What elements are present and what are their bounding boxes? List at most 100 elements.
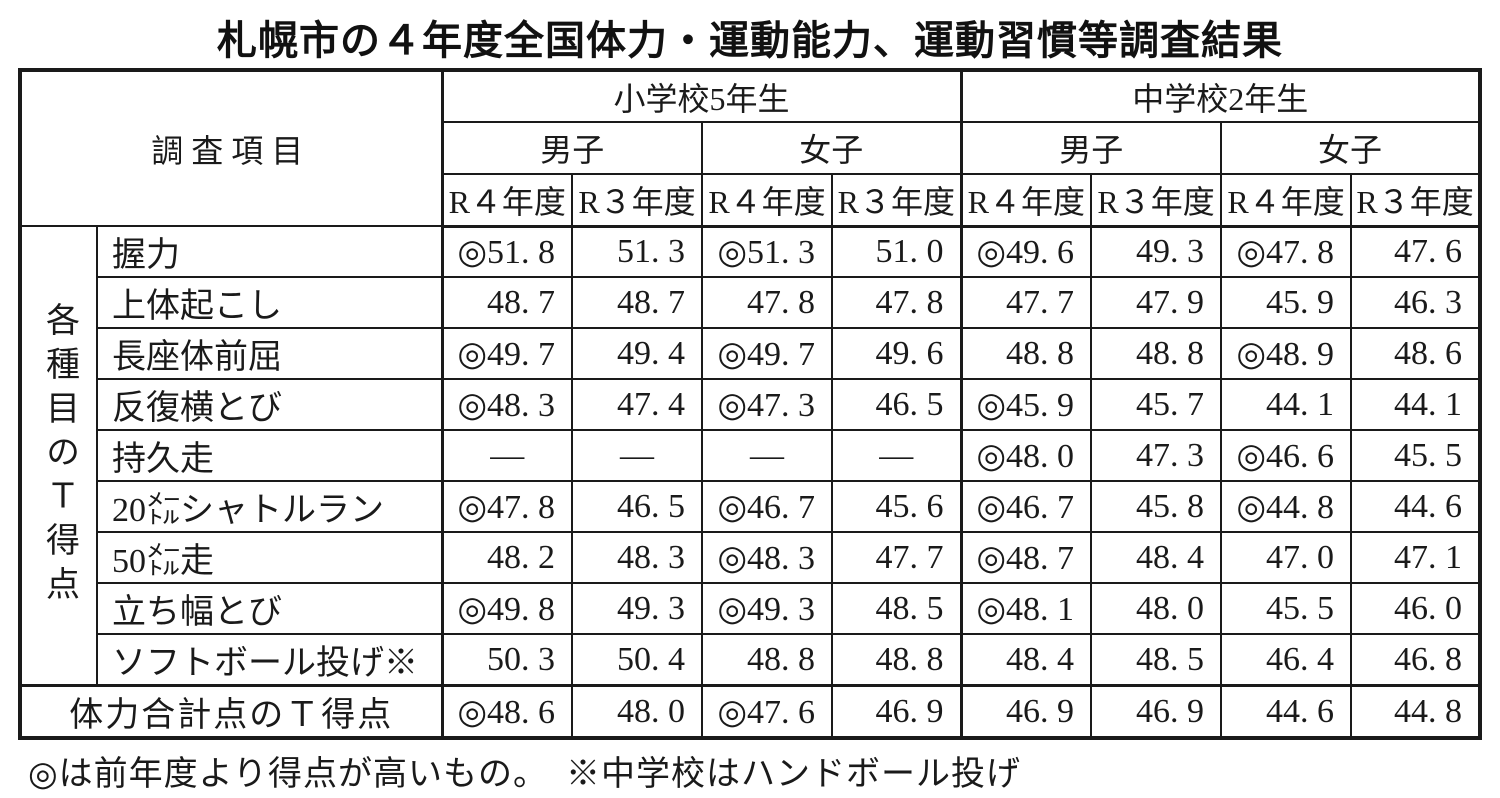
year-header: R３年度 bbox=[1090, 173, 1223, 228]
value-cell: 48. 4 bbox=[959, 633, 1093, 687]
value-cell: 45. 8 bbox=[1090, 480, 1223, 533]
value-cell: 47. 1 bbox=[1350, 531, 1482, 584]
page-title: 札幌市の４年度全国体力・運動能力、運動習慣等調査結果 bbox=[217, 19, 1283, 63]
total-row-label: 体力合計点のＴ得点 bbox=[18, 684, 444, 739]
value-cell: 48. 8 bbox=[959, 327, 1093, 380]
table-row: 反復横とび ◎48. 3 47. 4 ◎47. 3 46. 5 ◎45. 9 4… bbox=[20, 378, 1482, 431]
gender-header: 男子 bbox=[959, 121, 1223, 175]
value-cell: 46. 9 bbox=[831, 684, 963, 739]
value-cell: ◎47. 6 bbox=[701, 684, 834, 739]
value-cell: 48. 5 bbox=[1090, 633, 1223, 687]
value-cell: 48. 2 bbox=[440, 531, 574, 584]
value-cell: ◎51. 8 bbox=[440, 225, 574, 278]
value-cell: 48. 6 bbox=[1350, 327, 1482, 380]
value-cell: 51. 0 bbox=[831, 225, 963, 278]
value-cell: 51. 3 bbox=[571, 225, 704, 278]
value-cell: 46. 9 bbox=[959, 684, 1093, 739]
value-cell: 45. 5 bbox=[1350, 429, 1482, 482]
value-cell: ◎46. 7 bbox=[701, 480, 834, 533]
item-label: 握力 bbox=[95, 225, 444, 278]
value-cell: 47. 4 bbox=[571, 378, 704, 431]
value-cell: ― bbox=[571, 429, 704, 482]
header-row-years: R４年度 R３年度 R４年度 R３年度 R４年度 R３年度 R４年度 R３年度 bbox=[20, 173, 1482, 228]
survey-results-table: 調査項目 小学校5年生 中学校2年生 男子 女子 男子 女子 R４年度 R３年度… bbox=[18, 68, 1483, 740]
item-label: 長座体前屈 bbox=[95, 327, 444, 380]
value-cell: 48. 3 bbox=[571, 531, 704, 584]
value-cell: ◎44. 8 bbox=[1220, 480, 1353, 533]
value-cell: ◎46. 6 bbox=[1220, 429, 1353, 482]
value-cell: 47. 7 bbox=[959, 276, 1093, 329]
value-cell: 47. 8 bbox=[831, 276, 963, 329]
school-group-elementary: 小学校5年生 bbox=[440, 69, 963, 123]
value-cell: ◎48. 3 bbox=[701, 531, 834, 584]
value-cell: ◎48. 3 bbox=[440, 378, 574, 431]
value-cell: ◎47. 3 bbox=[701, 378, 834, 431]
value-cell: 46. 0 bbox=[1350, 582, 1482, 635]
year-header: R３年度 bbox=[831, 173, 963, 228]
value-cell: ◎48. 7 bbox=[959, 531, 1093, 584]
value-cell: 50. 4 bbox=[571, 633, 704, 687]
year-header: R４年度 bbox=[1220, 173, 1353, 228]
value-cell: ◎45. 9 bbox=[959, 378, 1093, 431]
value-cell: 48. 4 bbox=[1090, 531, 1223, 584]
value-cell: 49. 3 bbox=[1090, 225, 1223, 278]
value-cell: ◎46. 7 bbox=[959, 480, 1093, 533]
value-cell: 48. 8 bbox=[831, 633, 963, 687]
table-row: 各種目のＴ得点 握力 ◎51. 8 51. 3 ◎51. 3 51. 0 ◎49… bbox=[19, 225, 1482, 687]
value-cell: 49. 4 bbox=[571, 327, 704, 380]
item-label: 上体起こし bbox=[95, 276, 444, 329]
value-cell: ◎49. 3 bbox=[701, 582, 834, 635]
value-cell: 44. 1 bbox=[1220, 378, 1353, 431]
value-cell: ◎48. 6 bbox=[440, 684, 574, 739]
value-cell: 49. 3 bbox=[571, 582, 704, 635]
value-cell: 47. 6 bbox=[1350, 225, 1482, 278]
value-cell: 45. 9 bbox=[1220, 276, 1353, 329]
table-row: 長座体前屈 ◎49. 7 49. 4 ◎49. 7 49. 6 48. 8 48… bbox=[20, 327, 1482, 380]
value-cell: ◎48. 0 bbox=[959, 429, 1093, 482]
value-cell: 47. 8 bbox=[701, 276, 834, 329]
table-row: ソフトボール投げ※ 50. 3 50. 4 48. 8 48. 8 48. 4 … bbox=[20, 633, 1482, 687]
value-cell: 45. 7 bbox=[1090, 378, 1223, 431]
value-cell: ◎49. 7 bbox=[701, 327, 834, 380]
item-label: 50㍍走 bbox=[95, 531, 444, 584]
year-header: R４年度 bbox=[959, 173, 1093, 228]
value-cell: 45. 5 bbox=[1220, 582, 1353, 635]
item-label: 立ち幅とび bbox=[95, 582, 444, 635]
value-cell: 49. 6 bbox=[831, 327, 963, 380]
value-cell: ◎48. 1 bbox=[959, 582, 1093, 635]
value-cell: ― bbox=[440, 429, 574, 482]
value-cell: ◎47. 8 bbox=[1220, 225, 1353, 278]
value-cell: 46. 8 bbox=[1350, 633, 1482, 687]
item-group-label: 各種目のＴ得点 bbox=[19, 225, 98, 687]
value-cell: 44. 6 bbox=[1350, 480, 1482, 533]
value-cell: 48. 8 bbox=[701, 633, 834, 687]
header-row-schools: 調査項目 小学校5年生 中学校2年生 bbox=[18, 69, 1482, 227]
value-cell: ◎49. 8 bbox=[440, 582, 574, 635]
footnote: ◎は前年度より得点が高いもの。 ※中学校はハンドボール投げ bbox=[28, 756, 1021, 793]
value-cell: ― bbox=[701, 429, 834, 482]
year-header: R４年度 bbox=[701, 173, 834, 228]
value-cell: 48. 0 bbox=[571, 684, 704, 739]
value-cell: ◎49. 7 bbox=[440, 327, 574, 380]
value-cell: 44. 1 bbox=[1350, 378, 1482, 431]
value-cell: 46. 5 bbox=[571, 480, 704, 533]
item-label: 持久走 bbox=[95, 429, 444, 482]
item-label: ソフトボール投げ※ bbox=[95, 633, 444, 687]
value-cell: 48. 7 bbox=[571, 276, 704, 329]
item-label: 反復横とび bbox=[95, 378, 444, 431]
value-cell: 48. 7 bbox=[440, 276, 574, 329]
value-cell: 48. 5 bbox=[831, 582, 963, 635]
table-row: 上体起こし 48. 7 48. 7 47. 8 47. 8 47. 7 47. … bbox=[20, 276, 1482, 329]
value-cell: 46. 4 bbox=[1220, 633, 1353, 687]
value-cell: ◎48. 9 bbox=[1220, 327, 1353, 380]
table-row: 立ち幅とび ◎49. 8 49. 3 ◎49. 3 48. 5 ◎48. 1 4… bbox=[20, 582, 1482, 635]
corner-cell: 調査項目 bbox=[18, 69, 444, 227]
table-row: 50㍍走 48. 2 48. 3 ◎48. 3 47. 7 ◎48. 7 48.… bbox=[20, 531, 1482, 584]
value-cell: 50. 3 bbox=[440, 633, 574, 687]
value-cell: 47. 9 bbox=[1090, 276, 1223, 329]
value-cell: 47. 0 bbox=[1220, 531, 1353, 584]
year-header: R３年度 bbox=[571, 173, 704, 228]
value-cell: 44. 6 bbox=[1220, 684, 1353, 739]
value-cell: 47. 3 bbox=[1090, 429, 1223, 482]
